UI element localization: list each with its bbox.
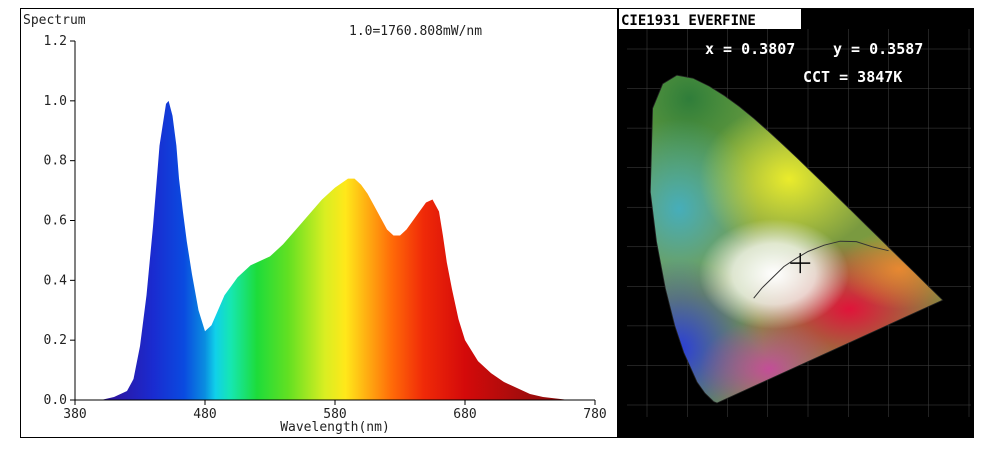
chromaticity-point-marker — [790, 253, 811, 274]
spectrum-chart-panel: 0.0 0.2 0.4 0.6 0.8 1.0 1.2 380 480 580 680 780 Sp… — [20, 8, 618, 438]
x-tick-label: 380 — [63, 407, 86, 422]
cie-diagram: CIE1931 EVERFINE x = 0.3807 y = 0.3587 C… — [619, 9, 973, 437]
spectral-locus-outline — [649, 74, 944, 404]
y-tick-label: 0.0 — [44, 393, 67, 408]
y-tick-label: 0.2 — [44, 333, 67, 348]
cie-chart-panel: CIE1931 EVERFINE x = 0.3807 y = 0.3587 C… — [618, 8, 974, 438]
x-tick-label: 480 — [193, 407, 216, 422]
x-axis-label: Wavelength(nm) — [280, 420, 390, 435]
plot-area: 0.0 0.2 0.4 0.6 0.8 1.0 1.2 380 480 580 680 780 — [44, 34, 607, 422]
x-axis-ticks: 380 480 580 680 780 — [63, 400, 607, 422]
y-tick-label: 0.4 — [44, 273, 68, 288]
cie-title: CIE1931 EVERFINE — [621, 13, 756, 29]
spectrum-title: Spectrum — [23, 13, 86, 28]
x-tick-label: 680 — [453, 407, 476, 422]
spectrum-area — [75, 100, 595, 400]
spectrum-chart: 0.0 0.2 0.4 0.6 0.8 1.0 1.2 380 480 580 680 780 Sp… — [23, 13, 607, 435]
cct-readout: CCT = 3847K — [803, 68, 902, 86]
planckian-locus — [753, 240, 889, 299]
y-coordinate-readout: y = 0.3587 — [833, 40, 923, 58]
spectrum-scale-annotation: 1.0=1760.808mW/nm — [349, 24, 482, 39]
y-axis-ticks: 0.0 0.2 0.4 0.6 0.8 1.0 1.2 — [44, 34, 75, 408]
y-tick-label: 1.0 — [44, 94, 67, 109]
x-coordinate-readout: x = 0.3807 — [705, 40, 795, 58]
y-tick-label: 0.6 — [44, 214, 67, 229]
y-tick-label: 0.8 — [44, 154, 67, 169]
x-tick-label: 780 — [583, 407, 606, 422]
y-tick-label: 1.2 — [44, 34, 67, 49]
cie-title-box — [619, 9, 801, 29]
x-tick-label: 580 — [323, 407, 346, 422]
